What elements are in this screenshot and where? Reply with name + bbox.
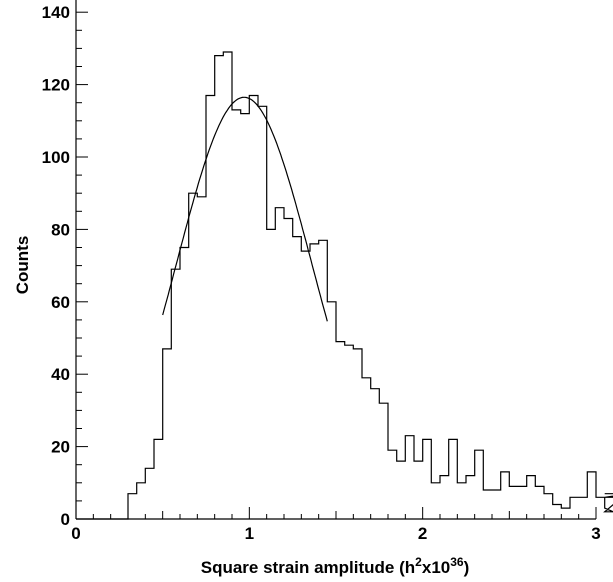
y-tick-label: 80 (51, 220, 70, 239)
x-axis-title-prefix: Square strain amplitude (h (201, 558, 415, 577)
x-axis-title-mid: x10 (422, 558, 450, 577)
tick-labels: 0 1 2 3 0 20 40 60 80 100 120 140 (42, 3, 601, 543)
y-tick-label: 60 (51, 293, 70, 312)
x-axis-title: Square strain amplitude (h2x1036) (201, 555, 470, 577)
x-axis-title-suffix: ) (464, 558, 470, 577)
x-tick-label: 2 (418, 524, 427, 543)
y-tick-label: 20 (51, 438, 70, 457)
histogram-steps (76, 51, 613, 520)
y-axis-title: Counts (13, 236, 32, 295)
y-tick-label: 0 (61, 510, 70, 529)
y-tick-label: 100 (42, 148, 70, 167)
gaussian-fit-curve (162, 96, 328, 322)
x-axis-title-sup1: 2 (415, 555, 422, 569)
y-tick-label: 40 (51, 365, 70, 384)
x-tick-label: 1 (245, 524, 254, 543)
x-tick-label: 3 (591, 524, 600, 543)
x-tick-label: 0 (71, 524, 80, 543)
y-tick-label: 140 (42, 3, 70, 22)
x-axis-title-sup2: 36 (450, 555, 464, 569)
y-tick-label: 120 (42, 76, 70, 95)
